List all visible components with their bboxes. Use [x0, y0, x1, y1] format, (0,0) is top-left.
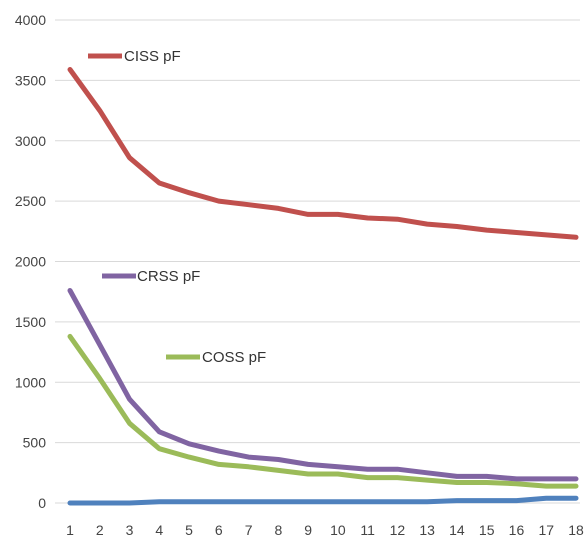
x-tick-label: 14 [449, 522, 465, 538]
gridlines [55, 19, 580, 504]
series-lines [67, 67, 579, 506]
series-line-1 [67, 288, 579, 482]
legend-ciss: CISS pF [88, 48, 181, 65]
x-tick-label: 13 [419, 522, 435, 538]
y-tick-label: 1000 [15, 374, 46, 390]
x-tick-label: 7 [245, 522, 253, 538]
y-tick-label: 500 [23, 435, 47, 451]
x-tick-label: 17 [538, 522, 554, 538]
y-tick-label: 1500 [15, 314, 46, 330]
series-line-0 [67, 67, 579, 240]
x-tick-label: 1 [66, 522, 74, 538]
y-tick-label: 2000 [15, 254, 46, 270]
y-tick-label: 3000 [15, 133, 46, 149]
x-tick-label: 2 [96, 522, 104, 538]
x-tick-label: 5 [185, 522, 193, 538]
x-tick-label: 11 [360, 522, 375, 538]
x-tick-label: 6 [215, 522, 223, 538]
series-line-3 [67, 495, 579, 506]
x-tick-label: 10 [330, 522, 346, 538]
x-tick-label: 4 [155, 522, 163, 538]
x-axis-ticks: 1 2 3 4 5 6 7 8 9 10 11 12 13 14 15 16 17 18 [66, 522, 584, 538]
y-tick-label: 3500 [15, 72, 46, 88]
legend-coss: COSS pF [166, 349, 266, 366]
y-tick-label: 2500 [15, 193, 46, 209]
x-tick-label: 16 [509, 522, 525, 538]
x-tick-label: 3 [126, 522, 134, 538]
x-tick-label: 9 [304, 522, 312, 538]
y-tick-label: 0 [38, 495, 46, 511]
legend-crss: CRSS pF [102, 268, 200, 285]
legend-ciss-label: CISS pF [124, 48, 181, 65]
x-tick-label: 8 [274, 522, 282, 538]
series-line-2 [67, 333, 579, 489]
legend-coss-label: COSS pF [202, 349, 266, 366]
y-axis-ticks: 0 500 1000 1500 2000 2500 3000 3500 4000 [15, 12, 46, 511]
legend-crss-label: CRSS pF [137, 268, 200, 285]
x-tick-label: 15 [479, 522, 495, 538]
y-tick-label: 4000 [15, 12, 46, 28]
x-tick-label: 12 [390, 522, 406, 538]
x-tick-label: 18 [568, 522, 584, 538]
